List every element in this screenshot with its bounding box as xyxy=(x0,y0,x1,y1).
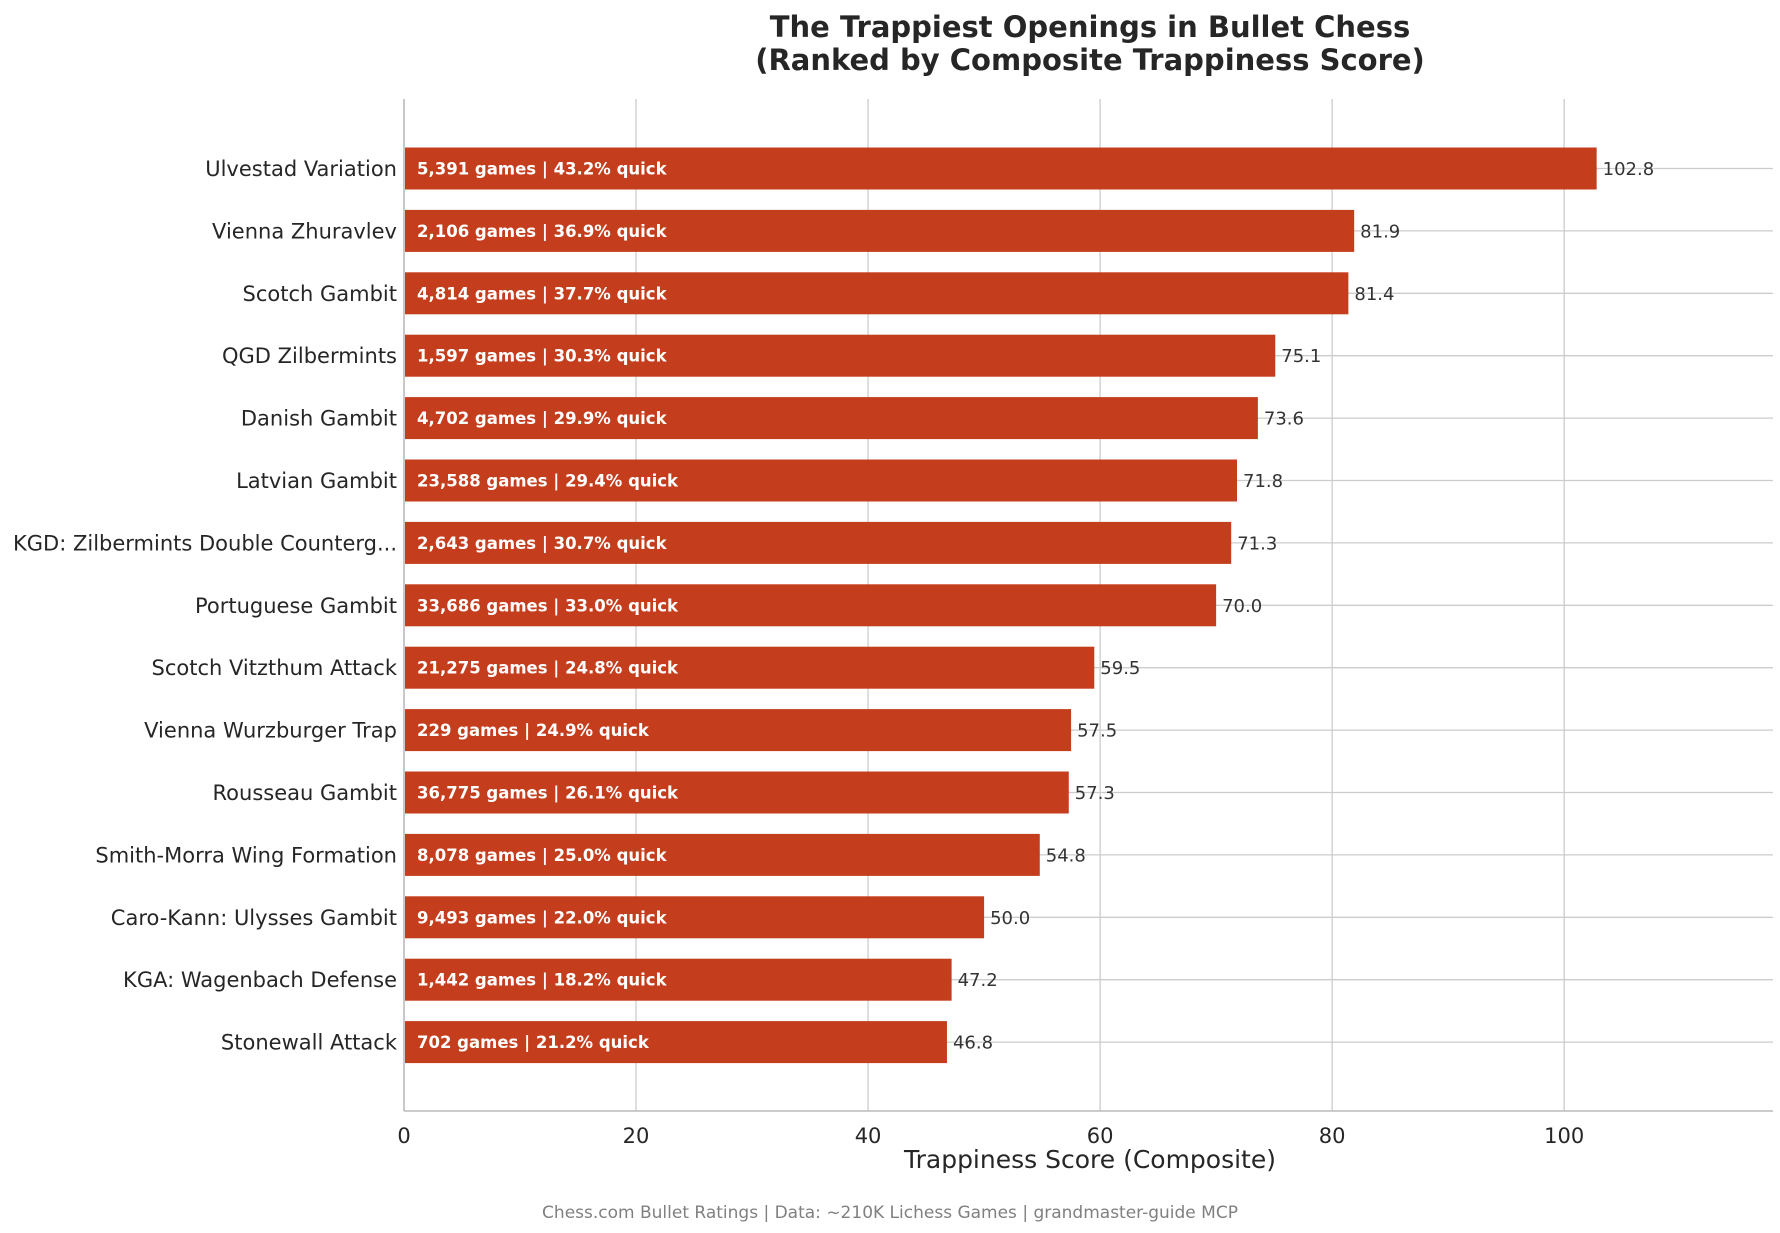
category-label: KGA: Wagenbach Defense xyxy=(123,968,397,992)
bar-annotation: 2,643 games | 30.7% quick xyxy=(417,534,668,554)
footer-caption: Chess.com Bullet Ratings | Data: ~210K L… xyxy=(542,1203,1238,1223)
bar-annotation: 36,775 games | 26.1% quick xyxy=(417,784,679,804)
x-axis-label: Trappiness Score (Composite) xyxy=(903,1145,1276,1174)
bar xyxy=(405,958,952,1001)
bar xyxy=(405,521,1232,564)
value-label: 59.5 xyxy=(1100,658,1140,679)
x-tick-label: 60 xyxy=(1087,1124,1114,1148)
x-tick-label: 0 xyxy=(397,1124,410,1148)
bar xyxy=(405,646,1095,689)
category-label: Danish Gambit xyxy=(241,407,397,431)
x-tick-label: 40 xyxy=(855,1124,882,1148)
value-label: 81.4 xyxy=(1354,284,1394,305)
category-label: Ulvestad Variation xyxy=(205,157,397,181)
category-label: Smith-Morra Wing Formation xyxy=(95,843,397,867)
category-label: Vienna Zhuravlev xyxy=(212,219,397,243)
bar xyxy=(405,459,1238,502)
value-label: 71.3 xyxy=(1237,533,1277,554)
chart-title-line-1: The Trappiest Openings in Bullet Chess xyxy=(770,10,1411,44)
value-label: 75.1 xyxy=(1281,346,1321,367)
category-label: Portuguese Gambit xyxy=(195,594,397,618)
bar-annotation: 9,493 games | 22.0% quick xyxy=(417,908,668,928)
bar xyxy=(405,771,1069,814)
category-label: QGD Zilbermints xyxy=(222,344,397,368)
category-label: Scotch Gambit xyxy=(243,282,398,306)
bar xyxy=(405,584,1217,627)
bar xyxy=(405,833,1040,876)
category-label: Vienna Wurzburger Trap xyxy=(144,719,397,743)
bar xyxy=(405,709,1072,752)
category-label: KGD: Zilbermints Double Counterg... xyxy=(13,531,397,555)
value-label: 81.9 xyxy=(1360,221,1400,242)
bar xyxy=(405,147,1597,190)
bar-annotation: 33,686 games | 33.0% quick xyxy=(417,596,679,616)
bar-annotation: 4,702 games | 29.9% quick xyxy=(417,409,668,429)
bar-annotation: 21,275 games | 24.8% quick xyxy=(417,659,679,679)
bar-annotation: 702 games | 21.2% quick xyxy=(417,1033,650,1053)
value-label: 57.5 xyxy=(1077,721,1117,742)
category-label: Caro-Kann: Ulysses Gambit xyxy=(111,906,397,930)
bar-annotation: 23,588 games | 29.4% quick xyxy=(417,472,679,492)
category-label: Scotch Vitzthum Attack xyxy=(151,656,397,680)
bar xyxy=(405,896,985,939)
bar-annotation: 1,597 games | 30.3% quick xyxy=(417,347,668,367)
category-label: Stonewall Attack xyxy=(221,1031,398,1055)
bar-annotation: 229 games | 24.9% quick xyxy=(417,721,650,741)
category-labels: Ulvestad Variation Vienna Zhuravlev Scotch… xyxy=(13,157,398,1055)
value-label: 46.8 xyxy=(953,1033,993,1054)
value-label: 71.8 xyxy=(1243,471,1283,492)
value-label: 57.3 xyxy=(1075,783,1115,804)
value-label: 102.8 xyxy=(1603,159,1655,180)
x-tick-label: 100 xyxy=(1544,1124,1584,1148)
x-tick-label: 20 xyxy=(623,1124,650,1148)
bar xyxy=(405,272,1349,315)
bar-annotation: 1,442 games | 18.2% quick xyxy=(417,971,668,991)
bar-annotation: 5,391 games | 43.2% quick xyxy=(417,160,668,180)
bar-annotation: 4,814 games | 37.7% quick xyxy=(417,284,668,304)
bar xyxy=(405,397,1258,440)
value-label: 47.2 xyxy=(958,970,998,991)
axes xyxy=(403,99,1773,1112)
bar xyxy=(405,334,1276,377)
category-label: Latvian Gambit xyxy=(236,469,397,493)
value-label: 54.8 xyxy=(1046,845,1086,866)
value-label: 70.0 xyxy=(1222,596,1262,617)
x-tick-labels: 0 20 40 60 80 100 xyxy=(397,1124,1584,1148)
chart-title-line-2: (Ranked by Composite Trappiness Score) xyxy=(755,43,1425,77)
bar xyxy=(405,209,1355,252)
x-tick-label: 80 xyxy=(1319,1124,1346,1148)
bar-annotation: 8,078 games | 25.0% quick xyxy=(417,846,668,866)
bar-annotation: 2,106 games | 36.9% quick xyxy=(417,222,668,242)
bar xyxy=(405,1021,947,1064)
value-label: 50.0 xyxy=(990,908,1030,929)
bars: 5,391 games | 43.2% quick 102.8 2,106 game… xyxy=(405,147,1655,1064)
value-label: 73.6 xyxy=(1264,409,1304,430)
category-label: Rousseau Gambit xyxy=(213,781,397,805)
